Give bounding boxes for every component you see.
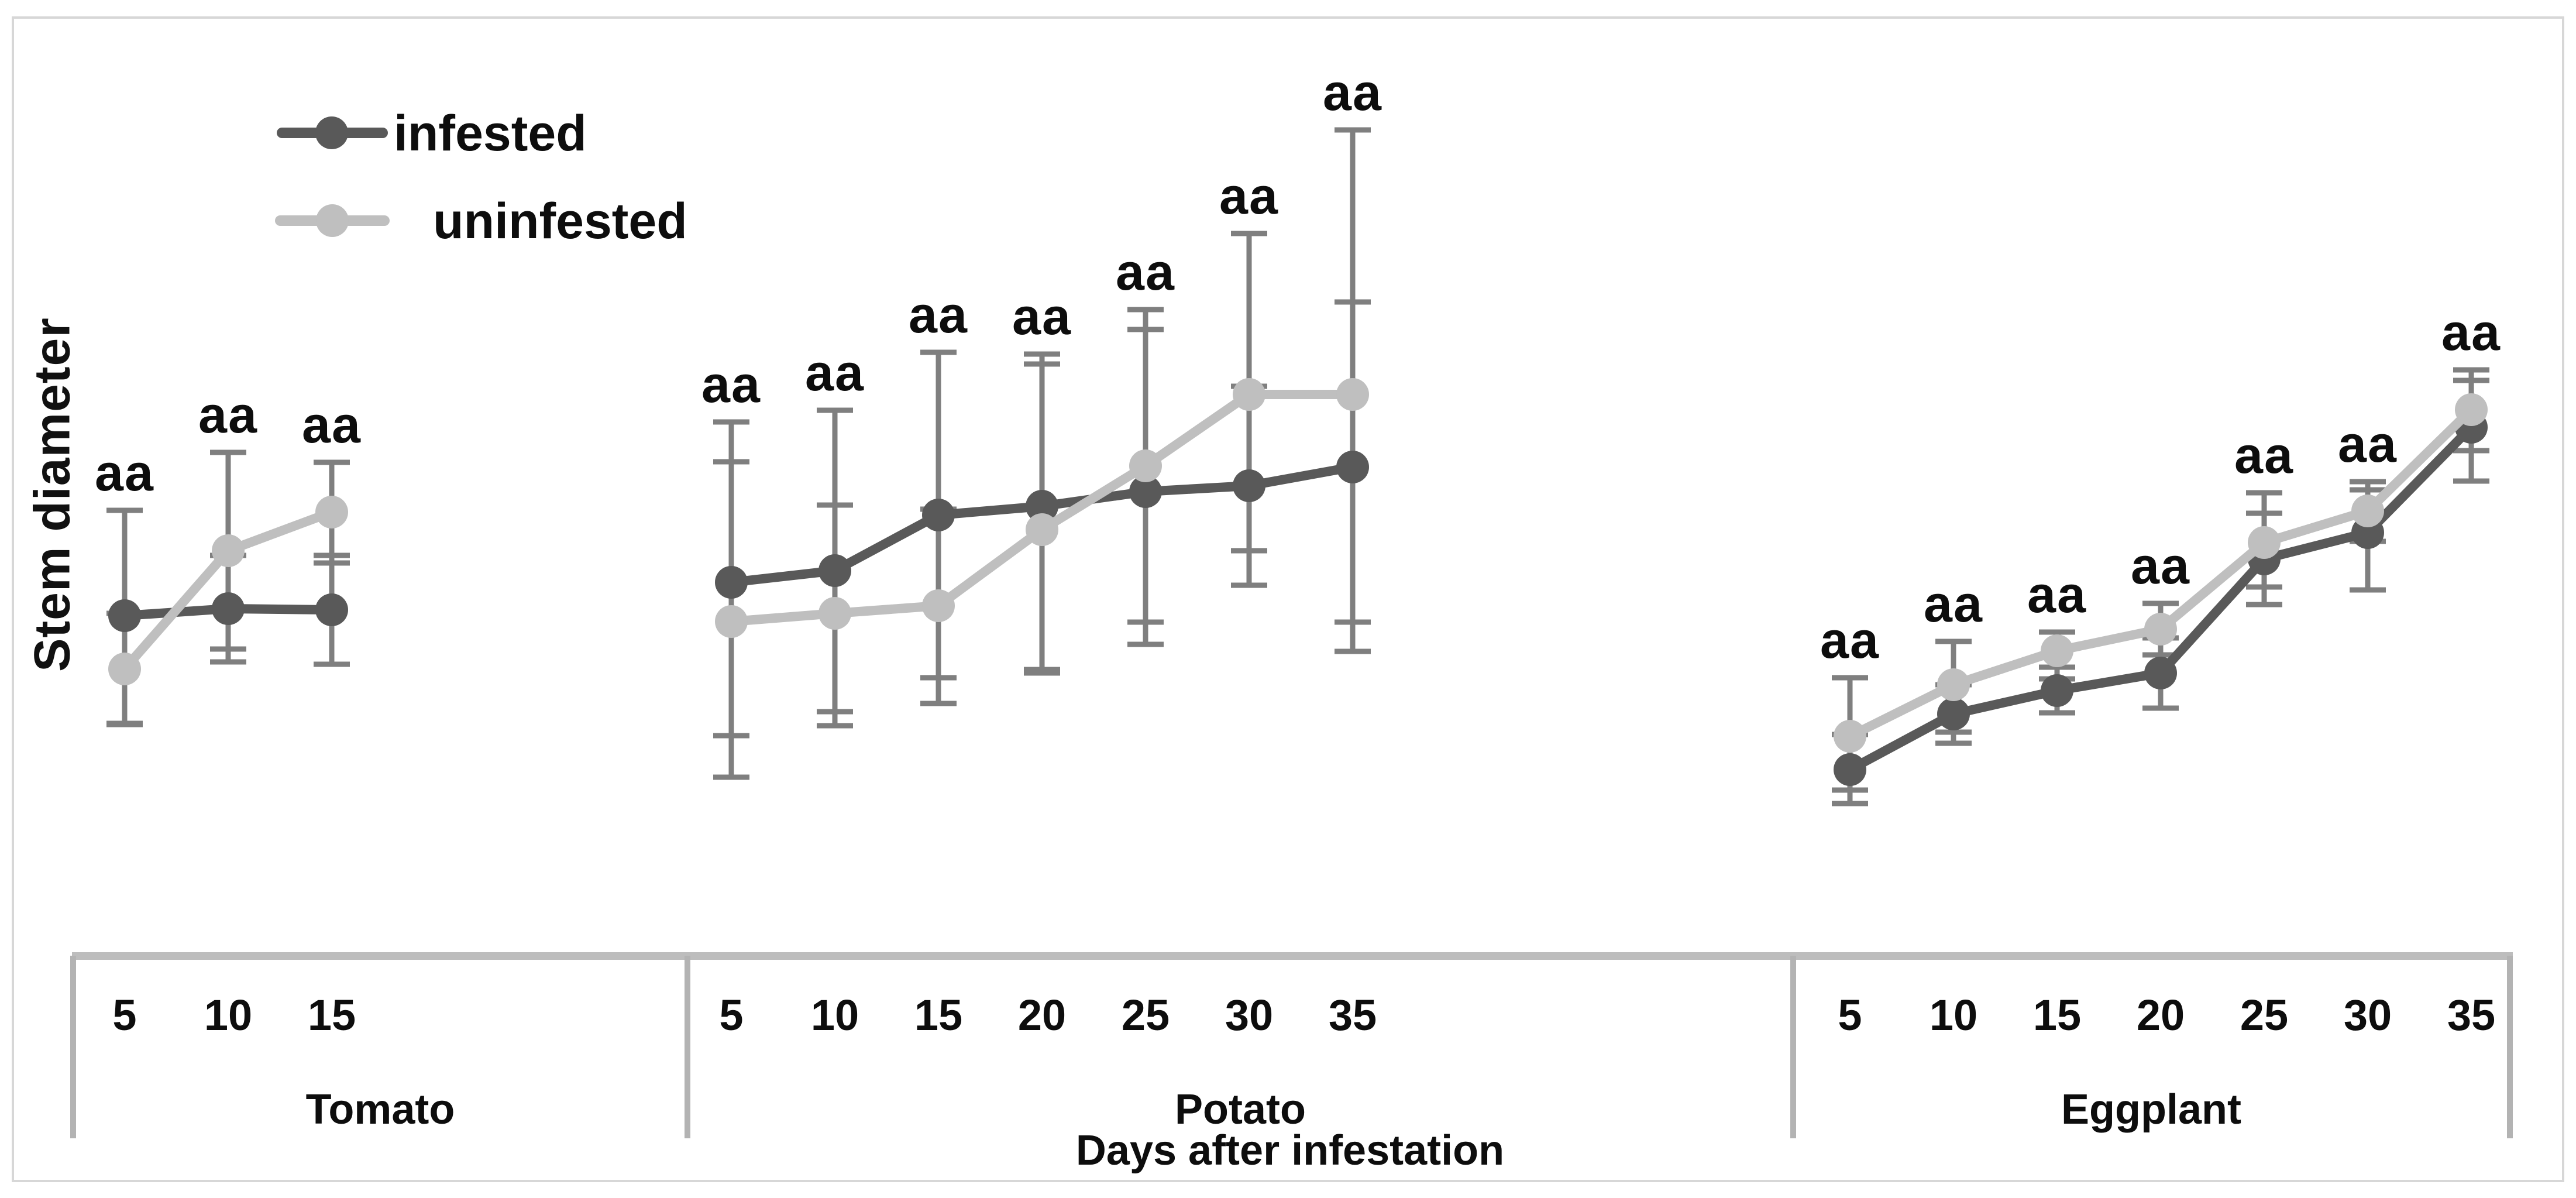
data-point-uninfested (922, 589, 955, 622)
data-point-infested (1834, 753, 1866, 786)
significance-label: aa (1323, 63, 1382, 121)
significance-label: aa (1116, 243, 1175, 301)
tick-label-eggplant-30: 30 (2343, 991, 2392, 1039)
tick-label-potato-35: 35 (1328, 991, 1377, 1039)
tick-label-potato-15: 15 (914, 991, 963, 1039)
data-point-uninfested (1129, 449, 1162, 482)
data-point-infested (1233, 469, 1265, 502)
data-point-uninfested (1834, 720, 1866, 753)
data-point-uninfested (2041, 634, 2073, 667)
data-point-uninfested (1937, 668, 1970, 701)
significance-label: aa (1820, 611, 1880, 669)
legend-label-infested: infested (394, 105, 587, 162)
data-point-infested (212, 592, 245, 625)
significance-label: aa (2131, 537, 2190, 595)
tick-label-potato-30: 30 (1225, 991, 1274, 1039)
tick-label-eggplant-35: 35 (2447, 991, 2496, 1039)
data-point-infested (2144, 657, 2177, 689)
data-point-uninfested (1233, 378, 1265, 411)
data-point-uninfested (2351, 495, 2384, 527)
significance-label: aa (198, 386, 258, 444)
significance-label: aa (2441, 303, 2501, 361)
x-axis-divider-potato-eggplant (1790, 956, 1796, 1138)
tick-label-potato-20: 20 (1017, 991, 1067, 1039)
significance-label: aa (1924, 575, 1983, 633)
legend-label-uninfested: uninfested (433, 193, 687, 249)
significance-label: aa (1219, 167, 1279, 225)
x-axis-title: Days after infestation (1075, 1127, 1505, 1174)
data-point-uninfested (2455, 393, 2488, 426)
significance-label: aa (2234, 426, 2294, 484)
tick-label-potato-5: 5 (719, 991, 744, 1039)
significance-label: aa (2338, 415, 2398, 473)
tick-label-eggplant-10: 10 (1929, 991, 1978, 1039)
tick-label-eggplant-15: 15 (2032, 991, 2082, 1039)
data-point-infested (922, 499, 955, 531)
data-point-infested (2041, 674, 2073, 707)
data-point-infested (1129, 475, 1162, 508)
significance-label: aa (2027, 565, 2087, 623)
significance-label: aa (95, 444, 154, 502)
infested-marker-icon (315, 116, 348, 149)
data-point-infested (818, 554, 851, 587)
group-label-potato: Potato (1175, 1086, 1306, 1133)
x-axis-top-rule (72, 952, 2513, 960)
significance-label: aa (1012, 287, 1072, 345)
tick-label-eggplant-5: 5 (1838, 991, 1862, 1039)
significance-label: aa (302, 396, 362, 454)
data-point-uninfested (212, 534, 245, 567)
data-point-uninfested (2248, 526, 2281, 559)
tick-label-tomato-10: 10 (204, 991, 253, 1039)
tick-label-potato-25: 25 (1121, 991, 1170, 1039)
x-axis-divider-right (2507, 956, 2513, 1138)
data-point-uninfested (1336, 378, 1369, 411)
significance-label: aa (701, 355, 761, 413)
tick-label-potato-10: 10 (810, 991, 859, 1039)
y-axis-title: Stem diameter (24, 317, 81, 672)
group-label-eggplant: Eggplant (2061, 1086, 2241, 1133)
group-label-tomato: Tomato (305, 1086, 455, 1133)
data-point-infested (108, 599, 141, 632)
data-point-infested (1937, 698, 1970, 730)
data-point-uninfested (315, 496, 348, 528)
data-point-uninfested (2144, 613, 2177, 646)
tick-label-tomato-15: 15 (307, 991, 356, 1039)
data-point-uninfested (715, 605, 748, 638)
data-point-infested (1336, 451, 1369, 483)
data-point-uninfested (818, 597, 851, 630)
significance-label: aa (805, 344, 865, 401)
tick-label-tomato-5: 5 (112, 991, 137, 1039)
tick-label-eggplant-20: 20 (2136, 991, 2185, 1039)
data-point-uninfested (108, 653, 141, 685)
chart-outer-frame (12, 16, 2564, 1182)
x-axis-divider-left (70, 956, 76, 1138)
tick-label-eggplant-25: 25 (2240, 991, 2289, 1039)
data-point-uninfested (1026, 513, 1058, 546)
data-point-infested (315, 593, 348, 626)
uninfested-marker-icon (316, 204, 349, 237)
x-axis-divider-tomato-potato (685, 956, 690, 1138)
data-point-infested (715, 566, 748, 599)
data-point-infested (1026, 490, 1058, 523)
significance-label: aa (909, 286, 968, 344)
